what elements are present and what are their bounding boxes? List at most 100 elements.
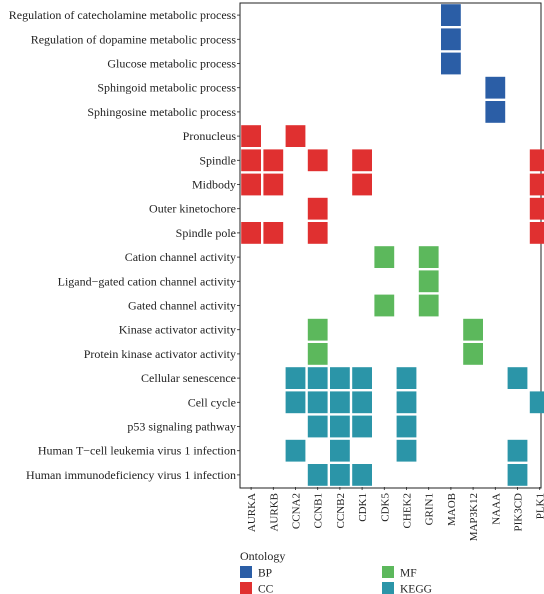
heatmap-cell (396, 439, 417, 462)
legend-label-kegg: KEGG (400, 584, 432, 594)
legend-swatch-bp (240, 566, 252, 578)
row-label: Human T−cell leukemia virus 1 infection (38, 444, 236, 458)
row-label: Cation channel activity (125, 250, 236, 264)
heatmap-cell (441, 4, 461, 26)
column-label: CCNB2 (335, 493, 347, 528)
heatmap-cell (330, 415, 350, 438)
heatmap-cell (463, 318, 483, 341)
heatmap-cell (307, 415, 328, 438)
heatmap-cell (374, 294, 395, 317)
heatmap-cell (352, 464, 372, 486)
heatmap-cell (418, 294, 439, 317)
heatmap-cells (241, 4, 544, 486)
row-labels: Regulation of catecholamine metabolic pr… (9, 8, 240, 482)
heatmap-cell (418, 246, 439, 268)
row-label: Pronucleus (183, 129, 237, 143)
heatmap-cell (307, 367, 328, 389)
row-label: Ligand−gated cation channel activity (58, 274, 236, 288)
heatmap-cell (441, 28, 461, 51)
heatmap-cell (241, 149, 261, 172)
row-label: Glucose metabolic process (107, 57, 236, 71)
heatmap-cell (307, 464, 328, 486)
heatmap-cell (529, 173, 544, 196)
legend-label-cc: CC (258, 584, 274, 594)
column-label: MAOB (446, 493, 458, 526)
heatmap-cell (441, 52, 461, 75)
row-label: Human immunodeficiency virus 1 infection (26, 468, 236, 482)
heatmap-cell (529, 197, 544, 220)
legend: Ontology BP CC MF KEGG (240, 549, 432, 594)
column-label: AURKB (268, 493, 280, 532)
legend-swatch-cc (240, 582, 252, 594)
heatmap-cell (307, 391, 328, 414)
plot-panel (239, 2, 542, 489)
legend-swatch-kegg (382, 582, 394, 594)
heatmap-cell (307, 222, 328, 244)
heatmap-cell (241, 222, 261, 244)
heatmap-cell (507, 464, 528, 486)
row-label: Cellular senescence (141, 371, 236, 385)
legend-title: Ontology (240, 549, 285, 563)
row-label: Kinase activator activity (119, 323, 236, 337)
row-label: Outer kinetochore (149, 202, 236, 216)
heatmap-cell (396, 415, 417, 438)
heatmap-cell (352, 415, 372, 438)
heatmap-cell (352, 149, 372, 172)
column-label: MAP3K12 (468, 493, 480, 541)
legend-label-bp: BP (258, 568, 272, 580)
heatmap-cell (263, 173, 284, 196)
legend-label-mf: MF (400, 568, 417, 580)
heatmap-cell (307, 149, 328, 172)
row-label: Regulation of catecholamine metabolic pr… (9, 8, 237, 22)
heatmap-cell (330, 439, 350, 462)
row-label: Protein kinase activator activity (84, 347, 236, 361)
heatmap-cell (352, 173, 372, 196)
heatmap-cell (396, 391, 417, 414)
column-labels: AURKA AURKB CCNA2 CCNB1 CCNB2 CDK1 CDK5 CHEK2 GR… (246, 487, 544, 541)
row-label: Midbody (192, 178, 236, 192)
column-label: PLK1 (535, 493, 544, 519)
column-label: AURKA (246, 493, 258, 532)
heatmap-cell (307, 318, 328, 341)
heatmap-cell (330, 464, 350, 486)
row-label: p53 signaling pathway (127, 420, 236, 434)
heatmap-cell (285, 125, 306, 147)
column-label: CCNA2 (291, 493, 303, 529)
heatmap-cell (263, 222, 284, 244)
heatmap-cell (307, 197, 328, 220)
heatmap-cell (529, 222, 544, 244)
heatmap-cell (418, 270, 439, 293)
heatmap-cell (529, 149, 544, 172)
column-label: GRIN1 (424, 493, 436, 525)
heatmap-cell (529, 391, 544, 414)
heatmap-cell (485, 76, 506, 99)
heatmap-cell (507, 439, 528, 462)
row-label: Spindle (199, 153, 236, 167)
heatmap-cell (285, 439, 306, 462)
heatmap-cell (352, 391, 372, 414)
column-label: NAAA (490, 493, 502, 525)
heatmap-cell (263, 149, 284, 172)
row-label: Cell cycle (188, 395, 236, 409)
legend-swatch-mf (382, 566, 394, 578)
heatmap-cell (374, 246, 395, 268)
row-label: Gated channel activity (128, 299, 236, 313)
heatmap-cell (241, 125, 261, 147)
row-label: Spindle pole (176, 226, 236, 240)
heatmap-cell (352, 367, 372, 389)
heatmap-cell (307, 343, 328, 365)
heatmap-cell (285, 391, 306, 414)
column-label: CHEK2 (402, 493, 414, 528)
column-label: CDK1 (357, 493, 369, 522)
heatmap-cell (485, 101, 506, 123)
heatmap-cell (285, 367, 306, 389)
heatmap-cell (241, 173, 261, 196)
row-label: Regulation of dopamine metabolic process (31, 32, 237, 46)
heatmap-cell (330, 391, 350, 414)
column-label: CDK5 (379, 493, 391, 522)
column-label: PIK3CD (513, 493, 525, 532)
column-label: CCNB1 (313, 493, 325, 528)
heatmap-cell (330, 367, 350, 389)
heatmap-cell (507, 367, 528, 389)
